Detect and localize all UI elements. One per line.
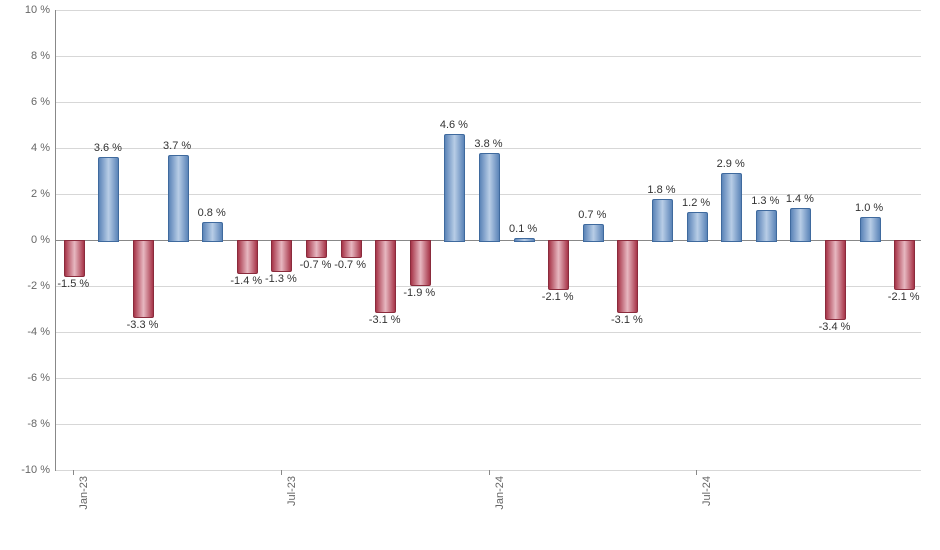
bar-value-label: 3.7 % bbox=[163, 140, 191, 152]
bar bbox=[687, 212, 708, 242]
bar bbox=[375, 240, 396, 313]
y-axis-tick-label: -4 % bbox=[27, 326, 56, 338]
gridline bbox=[56, 10, 921, 11]
bar-value-label: 3.6 % bbox=[94, 142, 122, 154]
bar-value-label: 1.0 % bbox=[855, 202, 883, 214]
bar bbox=[721, 173, 742, 242]
bar bbox=[825, 240, 846, 320]
y-axis-tick-label: 2 % bbox=[31, 188, 56, 200]
bar bbox=[133, 240, 154, 318]
bar bbox=[237, 240, 258, 274]
bar-value-label: 1.3 % bbox=[751, 195, 779, 207]
x-axis-tick-mark bbox=[73, 470, 74, 475]
y-axis-tick-label: 4 % bbox=[31, 142, 56, 154]
bar bbox=[548, 240, 569, 290]
bar bbox=[64, 240, 85, 277]
bar-value-label: -1.9 % bbox=[403, 287, 435, 299]
bar-value-label: -0.7 % bbox=[334, 259, 366, 271]
gridline bbox=[56, 102, 921, 103]
bar-value-label: 1.4 % bbox=[786, 193, 814, 205]
bar bbox=[756, 210, 777, 242]
gridline bbox=[56, 286, 921, 287]
bar bbox=[341, 240, 362, 258]
bar-value-label: -0.7 % bbox=[300, 259, 332, 271]
y-axis-tick-label: 10 % bbox=[25, 4, 56, 16]
x-axis-tick-label: Jul-24 bbox=[701, 476, 713, 506]
gridline bbox=[56, 424, 921, 425]
bar-value-label: -3.3 % bbox=[127, 319, 159, 331]
bar bbox=[271, 240, 292, 272]
x-axis-tick-label: Jan-24 bbox=[494, 476, 506, 510]
bar bbox=[617, 240, 638, 313]
y-axis-tick-label: -2 % bbox=[27, 280, 56, 292]
bar bbox=[894, 240, 915, 290]
gridline bbox=[56, 56, 921, 57]
y-axis-tick-label: 8 % bbox=[31, 50, 56, 62]
bar bbox=[98, 157, 119, 242]
bar-value-label: -3.1 % bbox=[611, 314, 643, 326]
bar bbox=[202, 222, 223, 242]
y-axis-tick-label: -8 % bbox=[27, 418, 56, 430]
bar-value-label: -2.1 % bbox=[888, 291, 920, 303]
bar-value-label: -3.4 % bbox=[819, 321, 851, 333]
bar-value-label: 0.1 % bbox=[509, 223, 537, 235]
bar-value-label: 2.9 % bbox=[717, 158, 745, 170]
bar bbox=[306, 240, 327, 258]
bar-value-label: 1.2 % bbox=[682, 197, 710, 209]
y-axis-tick-label: -6 % bbox=[27, 372, 56, 384]
x-axis-tick-label: Jul-23 bbox=[286, 476, 298, 506]
bar-value-label: -2.1 % bbox=[542, 291, 574, 303]
x-axis-tick-mark bbox=[696, 470, 697, 475]
chart-container: -10 % -8 % -6 % -4 % -2 % 0 % 2 % 4 % 6 % 8 % 10 %… bbox=[0, 0, 940, 550]
bar bbox=[479, 153, 500, 242]
x-axis-tick-label: Jan-23 bbox=[78, 476, 90, 510]
bar bbox=[860, 217, 881, 242]
bar-value-label: -3.1 % bbox=[369, 314, 401, 326]
y-axis-tick-label: -10 % bbox=[21, 464, 56, 476]
bar bbox=[790, 208, 811, 242]
bar-value-label: 0.8 % bbox=[198, 207, 226, 219]
bar bbox=[410, 240, 431, 286]
bar bbox=[444, 134, 465, 242]
bar-value-label: 0.7 % bbox=[578, 209, 606, 221]
x-axis-tick-mark bbox=[281, 470, 282, 475]
y-axis-tick-label: 6 % bbox=[31, 96, 56, 108]
x-axis-tick-mark bbox=[489, 470, 490, 475]
bar bbox=[652, 199, 673, 242]
bar-value-label: 4.6 % bbox=[440, 119, 468, 131]
bar bbox=[168, 155, 189, 242]
bar-value-label: -1.5 % bbox=[57, 278, 89, 290]
bar-value-label: 3.8 % bbox=[474, 138, 502, 150]
plot-area: -10 %-8 %-6 %-4 %-2 %0 %2 %4 %6 %8 %10 %… bbox=[55, 10, 921, 471]
bar-value-label: -1.3 % bbox=[265, 273, 297, 285]
gridline bbox=[56, 332, 921, 333]
gridline bbox=[56, 378, 921, 379]
y-axis-tick-label: 0 % bbox=[31, 234, 56, 246]
bar-value-label: -1.4 % bbox=[230, 275, 262, 287]
bar-value-label: 1.8 % bbox=[647, 184, 675, 196]
bar bbox=[583, 224, 604, 242]
bar bbox=[514, 238, 535, 242]
